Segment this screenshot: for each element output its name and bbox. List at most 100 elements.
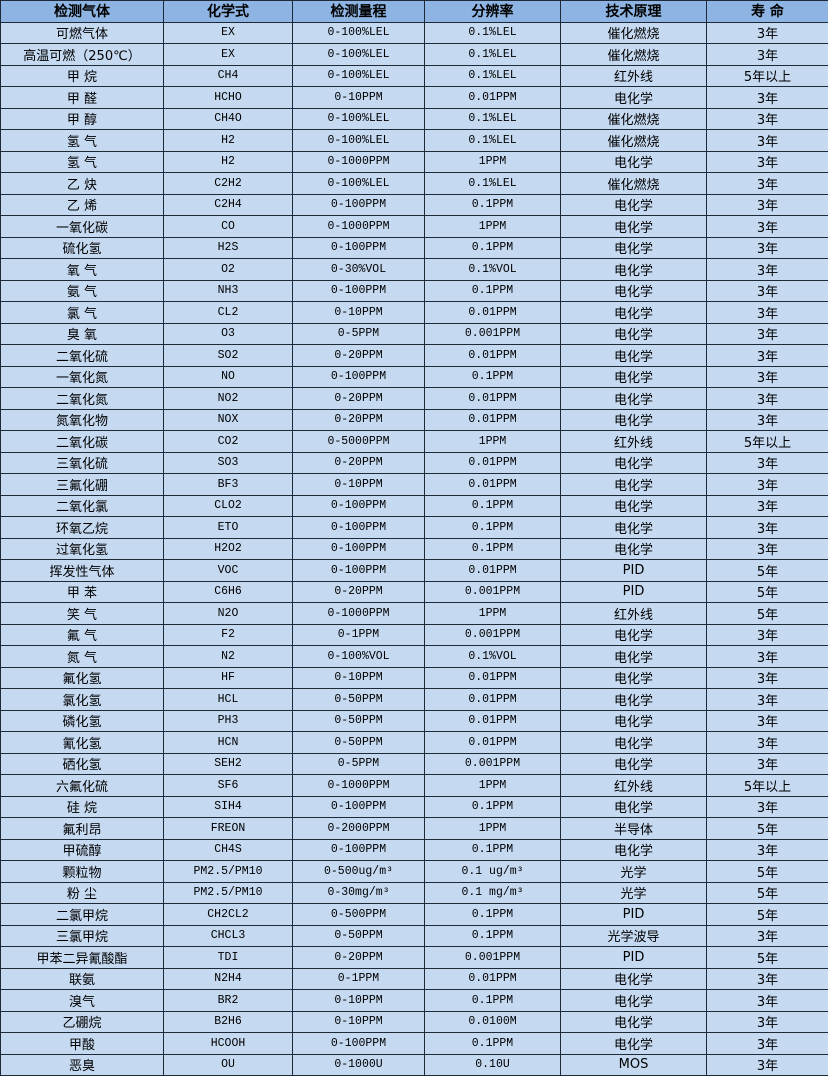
cell-resolution: 0.1PPM (425, 517, 561, 539)
cell-formula: NOX (164, 409, 293, 431)
cell-gas: 可燃气体 (1, 22, 164, 44)
cell-principle: 电化学 (561, 280, 707, 302)
cell-formula: SO3 (164, 452, 293, 474)
cell-principle: 电化学 (561, 667, 707, 689)
cell-principle: 电化学 (561, 409, 707, 431)
cell-formula: CO2 (164, 431, 293, 453)
cell-principle: 催化燃烧 (561, 108, 707, 130)
cell-gas: 二氧化碳 (1, 431, 164, 453)
cell-gas: 氟利昂 (1, 818, 164, 840)
cell-gas: 氮 气 (1, 646, 164, 668)
cell-formula: BF3 (164, 474, 293, 496)
cell-principle: 电化学 (561, 990, 707, 1012)
cell-formula: NO (164, 366, 293, 388)
cell-lifespan: 5年 (707, 882, 828, 904)
cell-lifespan: 3年 (707, 474, 828, 496)
cell-formula: F2 (164, 624, 293, 646)
cell-range: 0-100%LEL (293, 44, 425, 66)
header-row: 检测气体 化学式 检测量程 分辨率 技术原理 寿 命 (1, 1, 828, 23)
cell-resolution: 0.1%LEL (425, 65, 561, 87)
cell-lifespan: 3年 (707, 990, 828, 1012)
cell-gas: 甲 烷 (1, 65, 164, 87)
cell-principle: 电化学 (561, 495, 707, 517)
cell-resolution: 0.1%LEL (425, 130, 561, 152)
cell-range: 0-100%LEL (293, 65, 425, 87)
cell-gas: 氧 气 (1, 259, 164, 281)
cell-lifespan: 3年 (707, 538, 828, 560)
cell-gas: 臭 氧 (1, 323, 164, 345)
cell-gas: 硫化氢 (1, 237, 164, 259)
cell-range: 0-20PPM (293, 581, 425, 603)
cell-resolution: 0.01PPM (425, 732, 561, 754)
cell-gas: 二氯甲烷 (1, 904, 164, 926)
cell-resolution: 0.10U (425, 1054, 561, 1076)
cell-lifespan: 3年 (707, 1033, 828, 1055)
cell-gas: 硅 烷 (1, 796, 164, 818)
cell-formula: HF (164, 667, 293, 689)
header-principle: 技术原理 (561, 1, 707, 23)
cell-formula: EX (164, 22, 293, 44)
cell-formula: C2H4 (164, 194, 293, 216)
cell-resolution: 0.1PPM (425, 194, 561, 216)
cell-gas: 乙 炔 (1, 173, 164, 195)
cell-principle: 红外线 (561, 603, 707, 625)
cell-resolution: 0.01PPM (425, 710, 561, 732)
cell-lifespan: 5年以上 (707, 431, 828, 453)
cell-principle: 电化学 (561, 689, 707, 711)
cell-formula: N2H4 (164, 968, 293, 990)
cell-lifespan: 5年 (707, 560, 828, 582)
cell-formula: ETO (164, 517, 293, 539)
cell-principle: 电化学 (561, 194, 707, 216)
cell-lifespan: 3年 (707, 452, 828, 474)
cell-range: 0-5PPM (293, 323, 425, 345)
cell-resolution: 0.1PPM (425, 990, 561, 1012)
cell-lifespan: 3年 (707, 667, 828, 689)
cell-lifespan: 3年 (707, 646, 828, 668)
cell-range: 0-10PPM (293, 990, 425, 1012)
cell-range: 0-30%VOL (293, 259, 425, 281)
cell-formula: HCL (164, 689, 293, 711)
cell-resolution: 0.1 ug/m³ (425, 861, 561, 883)
cell-principle: PID (561, 947, 707, 969)
cell-resolution: 0.01PPM (425, 388, 561, 410)
cell-principle: 电化学 (561, 753, 707, 775)
cell-formula: PM2.5/PM10 (164, 882, 293, 904)
cell-lifespan: 3年 (707, 495, 828, 517)
cell-gas: 氰化氢 (1, 732, 164, 754)
cell-formula: C6H6 (164, 581, 293, 603)
cell-resolution: 0.1PPM (425, 495, 561, 517)
cell-resolution: 0.001PPM (425, 323, 561, 345)
cell-resolution: 1PPM (425, 775, 561, 797)
cell-range: 0-1000PPM (293, 603, 425, 625)
cell-range: 0-100%LEL (293, 173, 425, 195)
cell-principle: 电化学 (561, 839, 707, 861)
cell-range: 0-1000PPM (293, 151, 425, 173)
cell-principle: 电化学 (561, 323, 707, 345)
cell-formula: PH3 (164, 710, 293, 732)
cell-gas: 环氧乙烷 (1, 517, 164, 539)
cell-gas: 过氧化氢 (1, 538, 164, 560)
cell-range: 0-100%LEL (293, 108, 425, 130)
cell-formula: VOC (164, 560, 293, 582)
cell-range: 0-50PPM (293, 732, 425, 754)
cell-lifespan: 3年 (707, 216, 828, 238)
cell-gas: 甲 醇 (1, 108, 164, 130)
cell-principle: 催化燃烧 (561, 130, 707, 152)
cell-resolution: 0.1%LEL (425, 173, 561, 195)
cell-resolution: 1PPM (425, 216, 561, 238)
cell-lifespan: 3年 (707, 796, 828, 818)
cell-resolution: 0.01PPM (425, 87, 561, 109)
cell-gas: 二氧化氯 (1, 495, 164, 517)
cell-range: 0-100PPM (293, 796, 425, 818)
